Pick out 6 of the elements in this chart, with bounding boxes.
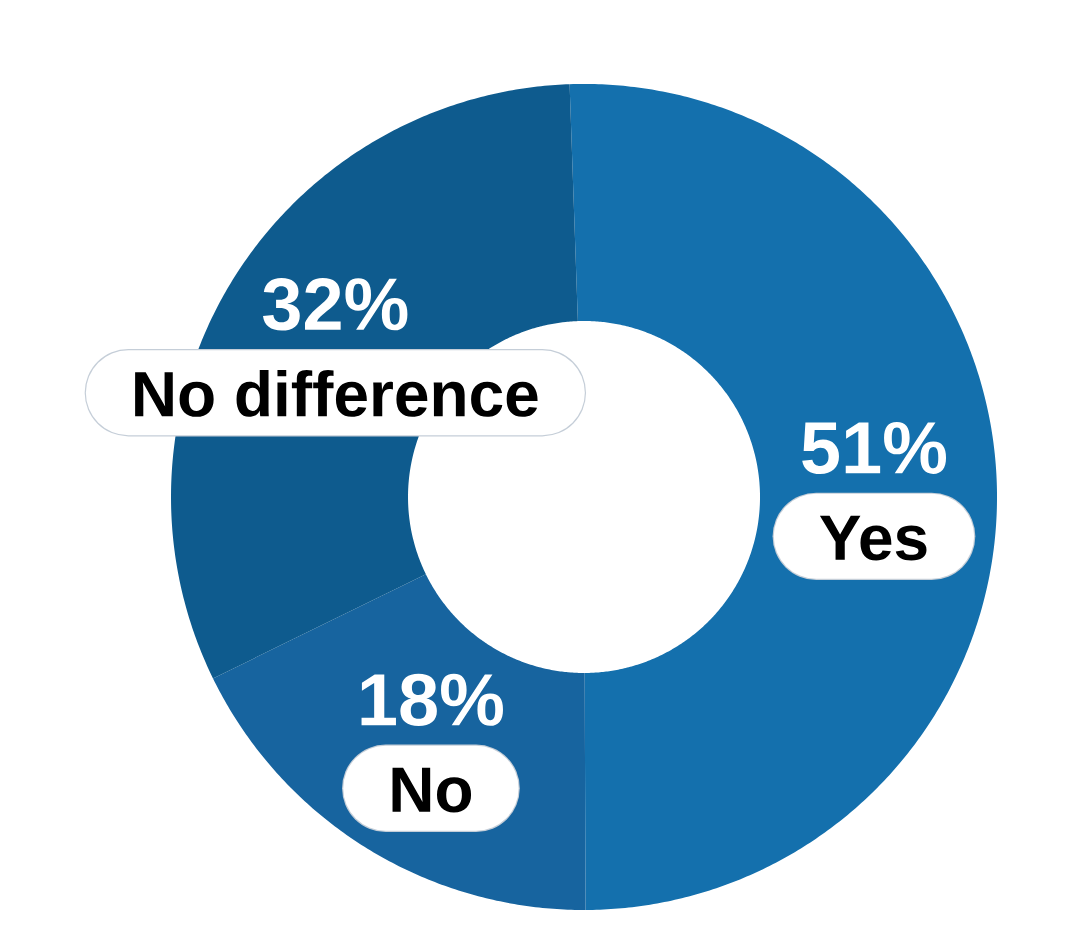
slice-label: Yes bbox=[819, 515, 927, 561]
slice-label: No difference bbox=[135, 369, 538, 417]
data-label: 51% bbox=[802, 421, 947, 475]
slice-label: No bbox=[392, 767, 472, 813]
data-label: 18% bbox=[361, 673, 503, 727]
data-label: 32% bbox=[262, 278, 408, 331]
